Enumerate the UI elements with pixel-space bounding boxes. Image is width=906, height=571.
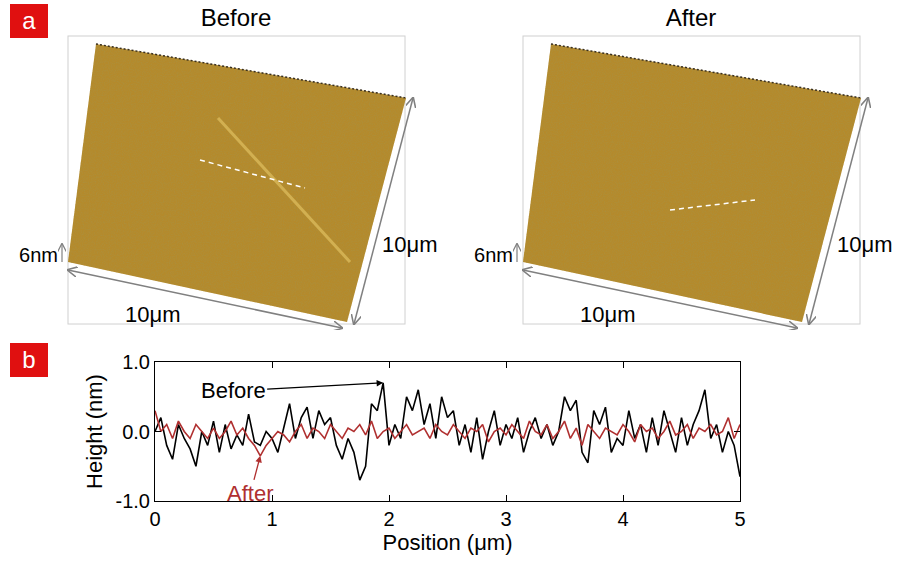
svg-text:6nm: 6nm <box>19 244 58 266</box>
svg-text:5: 5 <box>734 508 745 530</box>
svg-text:3: 3 <box>500 508 511 530</box>
svg-text:Height (nm): Height (nm) <box>82 374 107 489</box>
svg-text:2: 2 <box>383 508 394 530</box>
svg-text:10μm: 10μm <box>580 302 635 327</box>
svg-text:10μm: 10μm <box>837 232 892 257</box>
html-text:a: a <box>22 7 36 34</box>
svg-text:-1.0: -1.0 <box>116 490 150 512</box>
svg-text:10μm: 10μm <box>125 302 180 327</box>
svg-text:Before: Before <box>201 378 266 403</box>
svg-text:0: 0 <box>149 508 160 530</box>
svg-text:Before: Before <box>201 4 272 31</box>
svg-text:1: 1 <box>266 508 277 530</box>
svg-text:6nm: 6nm <box>474 244 513 266</box>
svg-text:10μm: 10μm <box>382 232 437 257</box>
svg-text:After: After <box>227 481 273 506</box>
svg-text:4: 4 <box>617 508 628 530</box>
html-text:b: b <box>22 346 36 373</box>
svg-text:Position (μm): Position (μm) <box>382 530 512 555</box>
svg-text:After: After <box>666 4 717 31</box>
svg-text:0.0: 0.0 <box>122 421 150 443</box>
svg-text:1.0: 1.0 <box>122 351 150 373</box>
